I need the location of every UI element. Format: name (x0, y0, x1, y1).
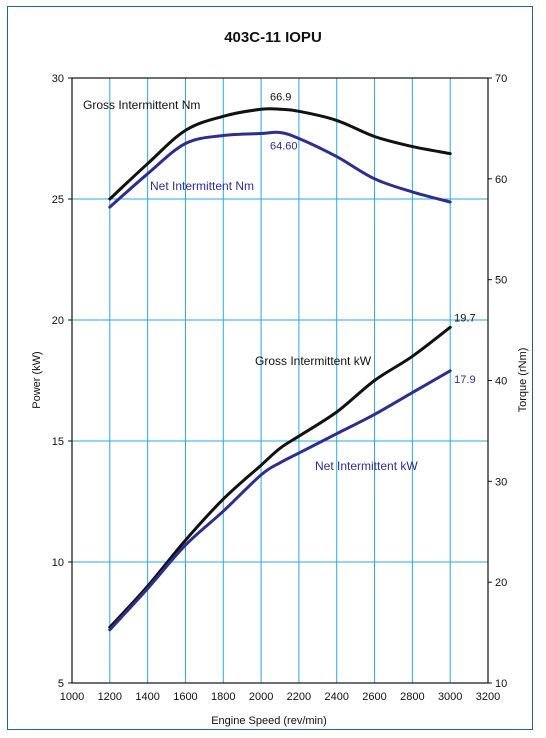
x-tick-label-0: 1000 (60, 691, 84, 703)
data-label-2: 19.7 (454, 312, 475, 324)
series-label-net-nm: Net Intermittent Nm (150, 179, 254, 193)
x-tick-label-8: 2600 (362, 691, 386, 703)
y-left-tick-label-3: 20 (52, 315, 64, 327)
y-right-tick-label-6: 70 (495, 73, 507, 85)
data-label-3: 17.9 (454, 374, 475, 386)
plot-area (71, 77, 489, 684)
y-left-tick-label-5: 30 (52, 73, 64, 85)
series-line-net-intermittent-kw (108, 369, 452, 632)
series-line-gross-intermittent-kw (108, 325, 452, 629)
y-right-tick-label-1: 20 (495, 577, 507, 589)
x-tick-label-5: 2000 (249, 691, 273, 703)
x-tick-label-3: 1600 (173, 691, 197, 703)
chart-frame (7, 6, 533, 730)
x-tick-label-7: 2400 (324, 691, 348, 703)
grid (71, 77, 489, 684)
series-label-net-kw: Net Intermittent kW (315, 459, 418, 473)
y-right-tick-label-2: 30 (495, 476, 507, 488)
data-labels: 66.9 64.60 19.7 17.9 (270, 91, 476, 386)
x-tick-label-9: 2800 (400, 691, 424, 703)
y-right-tick-label-5: 60 (495, 174, 507, 186)
data-label-1: 64.60 (270, 140, 298, 152)
y-left-tick-label-0: 5 (58, 678, 64, 690)
x-tick-label-4: 1800 (211, 691, 235, 703)
x-axis-label: Engine Speed (rev/min) (211, 715, 327, 727)
y-axis-label-right: Torque (rNm) (517, 348, 529, 413)
data-label-0: 66.9 (270, 91, 291, 103)
y-left-tick-label-4: 25 (52, 194, 64, 206)
series-label-gross-nm: Gross Intermittent Nm (83, 98, 200, 112)
y-left-tick-label-1: 10 (52, 557, 64, 569)
series-line-gross-intermittent-nm (108, 107, 452, 201)
series-line-net-intermittent-nm (108, 130, 452, 209)
series-lines (108, 107, 452, 632)
x-tick-label-1: 1200 (98, 691, 122, 703)
chart-title: 403C-11 IOPU (224, 29, 322, 46)
tick-labels: 1000 1200 1400 1600 1800 2000 2200 2400 2600 2800… (52, 73, 508, 703)
x-tick-label-6: 2200 (287, 691, 311, 703)
series-label-gross-kw: Gross Intermittent kW (255, 354, 372, 368)
y-left-tick-label-2: 15 (52, 436, 64, 448)
y-right-tick-label-0: 10 (495, 678, 507, 690)
series-labels: Gross Intermittent Nm Net Intermittent N… (83, 98, 418, 473)
y-axis-label-left: Power (kW) (31, 351, 43, 408)
x-tick-label-2: 1400 (135, 691, 159, 703)
y-right-tick-label-4: 50 (495, 275, 507, 287)
y-right-tick-label-3: 40 (495, 376, 507, 388)
x-tick-label-10: 3000 (438, 691, 462, 703)
x-tick-label-11: 3200 (476, 691, 500, 703)
